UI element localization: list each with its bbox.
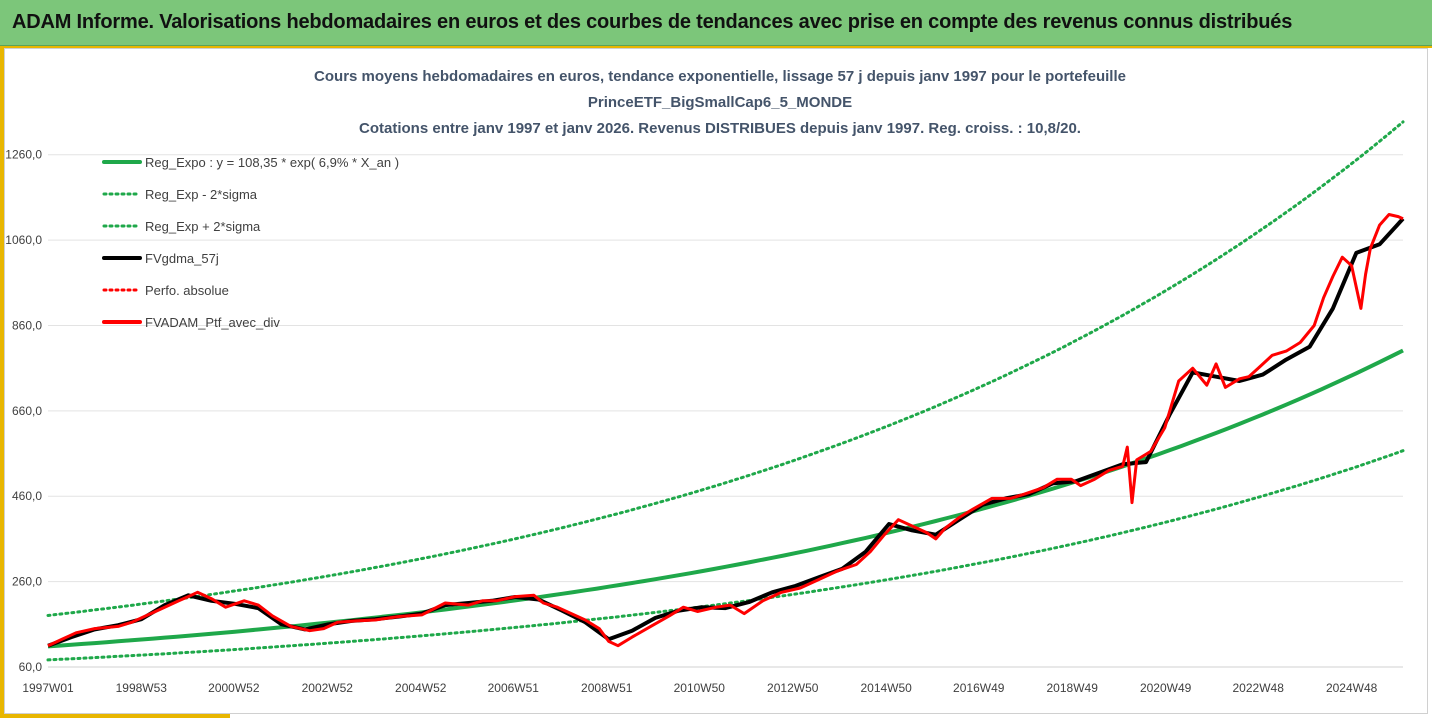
accent-line-top	[0, 46, 1432, 48]
banner-title: ADAM Informe. Valorisations hebdomadaire…	[12, 11, 1293, 33]
x-tick-label: 1998W53	[116, 681, 168, 695]
y-tick-label: 1260,0	[5, 148, 42, 162]
x-tick-label: 2024W48	[1326, 681, 1378, 695]
series-fvgdma-57j	[47, 217, 1405, 648]
x-tick-label: 2020W49	[1140, 681, 1192, 695]
chart-title: Cours moyens hebdomadaires en euros, ten…	[314, 68, 1126, 137]
x-axis-ticks: 1997W01 1998W53 2000W52 2002W52 2004W52 2006W…	[22, 681, 1377, 695]
series-fvadam-ptf-avec-div	[47, 213, 1404, 648]
y-tick-label: 260,0	[12, 575, 42, 589]
y-tick-label: 1060,0	[5, 233, 42, 247]
x-tick-label: 1997W01	[22, 681, 74, 695]
accent-line-bottom	[0, 714, 230, 718]
chart-title-line-1: Cours moyens hebdomadaires en euros, ten…	[314, 68, 1126, 85]
series-reg-exp-minus-2sigma	[46, 449, 1405, 662]
y-axis-ticks: 60,0 260,0 460,0 660,0 860,0 1060,0 1260,0	[5, 148, 42, 674]
legend-label: FVgdma_57j	[145, 251, 219, 266]
legend-label: Reg_Exp - 2*sigma	[145, 187, 258, 202]
banner: ADAM Informe. Valorisations hebdomadaire…	[0, 0, 1432, 46]
x-tick-label: 2006W51	[488, 681, 540, 695]
y-tick-label: 60,0	[19, 660, 43, 674]
chart-title-line-3: Cotations entre janv 1997 et janv 2026. …	[359, 120, 1081, 137]
series-reg-expo	[47, 348, 1404, 649]
x-tick-label: 2022W48	[1233, 681, 1285, 695]
x-tick-label: 2012W50	[767, 681, 819, 695]
x-tick-label: 2016W49	[953, 681, 1005, 695]
x-tick-label: 2000W52	[208, 681, 260, 695]
y-tick-label: 660,0	[12, 404, 42, 418]
legend-label: Reg_Expo : y = 108,35 * exp( 6,9% * X_an…	[145, 155, 399, 170]
x-tick-label: 2002W52	[302, 681, 354, 695]
accent-line-left	[0, 46, 4, 718]
chart-title-line-2: PrinceETF_BigSmallCap6_5_MONDE	[588, 94, 852, 111]
legend-label: FVADAM_Ptf_avec_div	[145, 315, 280, 330]
y-tick-label: 460,0	[12, 489, 42, 503]
legend: Reg_Expo : y = 108,35 * exp( 6,9% * X_an…	[102, 155, 399, 330]
y-tick-label: 860,0	[12, 318, 42, 332]
chart-frame	[4, 48, 1428, 714]
legend-label: Reg_Exp + 2*sigma	[145, 219, 261, 234]
legend-label: Perfo. absolue	[145, 283, 229, 298]
x-tick-label: 2008W51	[581, 681, 633, 695]
plot-lines	[46, 120, 1405, 662]
x-tick-label: 2010W50	[674, 681, 726, 695]
gridlines	[48, 154, 1403, 668]
x-tick-label: 2018W49	[1047, 681, 1099, 695]
series-reg-exp-plus-2sigma	[46, 120, 1405, 617]
x-tick-label: 2004W52	[395, 681, 447, 695]
x-tick-label: 2014W50	[860, 681, 912, 695]
